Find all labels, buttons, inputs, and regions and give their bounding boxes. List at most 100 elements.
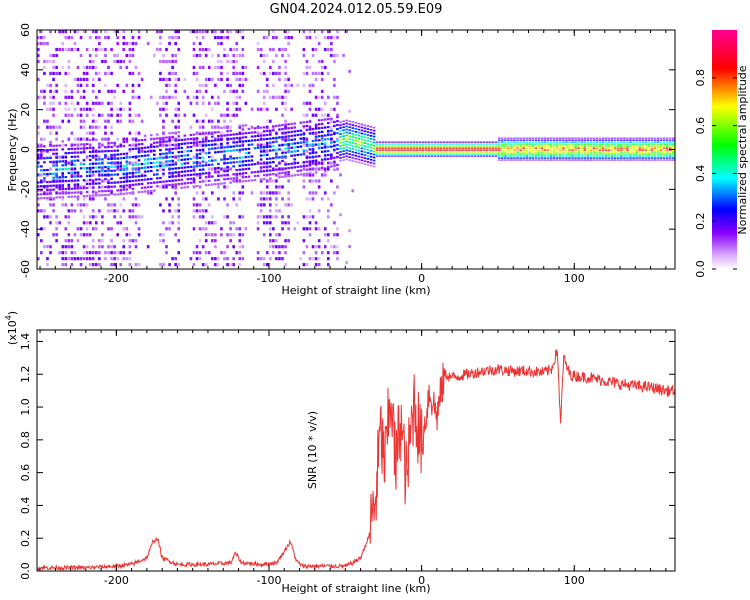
- spectrogram-cell: [308, 172, 312, 175]
- spectrogram-cell: [540, 149, 544, 151]
- spectrogram-cell: [571, 155, 574, 157]
- spectrogram-cell: [217, 125, 220, 129]
- spectrogram-cell: [85, 227, 89, 231]
- spectrogram-cell: [348, 156, 351, 158]
- spectrogram-cell: [586, 153, 590, 155]
- spectrogram-cell: [153, 141, 156, 144]
- spectrogram-cell: [49, 192, 52, 195]
- spectrogram-cell: [49, 215, 52, 219]
- spectrogram-cell: [336, 116, 339, 119]
- spectrogram-cell: [70, 95, 74, 99]
- colorbar: [712, 30, 737, 269]
- spectrogram-cell: [311, 159, 315, 163]
- spectrogram-cell: [275, 185, 278, 189]
- spectrogram-cell: [284, 131, 287, 134]
- spectrogram-cell: [162, 137, 165, 141]
- spectrogram-cell: [583, 157, 587, 159]
- spectrogram-cell: [91, 125, 95, 129]
- spectrogram-cell: [198, 164, 202, 167]
- spectrogram-cell: [113, 143, 116, 147]
- spectrogram-cell: [61, 140, 65, 143]
- spectrogram-cell: [128, 263, 132, 267]
- spectrogram-cell: [119, 157, 123, 160]
- spectrogram-cell: [394, 145, 397, 147]
- spectrogram-cell: [241, 128, 245, 131]
- spectrogram-cell: [516, 159, 519, 161]
- spectrogram-cell: [226, 138, 229, 141]
- spectrogram-cell: [95, 263, 98, 267]
- spectrogram-cell: [98, 101, 101, 105]
- spectrogram-cell: [641, 149, 645, 151]
- spectrogram-cell: [540, 141, 544, 143]
- spectrogram-cell: [314, 139, 318, 142]
- top-x-tick-label: -200: [104, 272, 129, 285]
- spectrogram-cell: [64, 164, 68, 167]
- spectrogram-cell: [327, 131, 330, 135]
- spectrogram-cell: [607, 157, 611, 159]
- spectrogram-cell: [91, 47, 95, 52]
- spectrogram-cell: [168, 221, 171, 225]
- spectrogram-cell: [513, 141, 516, 143]
- spectrogram-cell: [244, 101, 248, 105]
- spectrogram-cell: [104, 185, 107, 189]
- spectrogram-cell: [214, 167, 217, 170]
- spectrogram-cell: [272, 215, 275, 219]
- spectrogram-cell: [52, 203, 55, 207]
- spectrogram-cell: [223, 154, 226, 157]
- spectrogram-cell: [278, 136, 281, 139]
- spectrogram-cell: [165, 164, 168, 167]
- spectrogram-cell: [549, 149, 553, 151]
- spectrogram-cell: [366, 143, 370, 145]
- spectrogram-cell: [501, 141, 504, 143]
- spectrogram-cell: [165, 156, 168, 159]
- spectrogram-cell: [595, 145, 599, 147]
- spectrogram-cell: [391, 151, 394, 153]
- spectrogram-cell: [165, 107, 168, 111]
- spectrogram-cell: [345, 261, 348, 265]
- spectrogram-cell: [323, 113, 327, 117]
- spectrogram-cell: [592, 153, 596, 155]
- spectrogram-cell: [265, 143, 269, 147]
- spectrogram-cell: [229, 30, 232, 34]
- spectrogram-cell: [162, 107, 165, 111]
- spectrogram-cell: [55, 239, 58, 243]
- spectrogram-cell: [259, 47, 263, 52]
- spectrogram-cell: [327, 215, 330, 219]
- spectrogram-cell: [287, 139, 290, 142]
- spectrogram-cell: [635, 139, 638, 141]
- spectrogram-cell: [241, 180, 245, 183]
- spectrogram-cell: [265, 149, 269, 153]
- spectrogram-cell: [125, 192, 129, 195]
- spectrogram-cell: [73, 77, 77, 81]
- spectrogram-cell: [589, 145, 593, 147]
- spectrogram-cell: [626, 149, 629, 151]
- spectrogram-cell: [314, 171, 318, 174]
- spectrogram-cell: [110, 209, 113, 213]
- spectrogram-cell: [269, 157, 272, 160]
- spectrogram-cell: [119, 169, 123, 172]
- spectrogram-cell: [583, 151, 587, 153]
- spectrogram-cell: [284, 151, 287, 154]
- spectrogram-cell: [497, 145, 501, 147]
- spectrogram-cell: [412, 141, 416, 143]
- spectrogram-cell: [265, 179, 269, 183]
- spectrogram-cell: [470, 153, 474, 155]
- spectrogram-cell: [317, 123, 321, 126]
- spectrogram-cell: [52, 180, 55, 183]
- spectrogram-cell: [323, 158, 327, 161]
- spectrogram-cell: [192, 141, 196, 144]
- bottom-y-axis-label: SNR (10 * v/v): [306, 411, 319, 489]
- spectrogram-cell: [101, 166, 104, 169]
- spectrogram-cell: [299, 173, 303, 176]
- spectrogram-cell: [67, 35, 71, 40]
- spectrogram-cell: [64, 47, 68, 52]
- spectrogram-cell: [531, 149, 535, 151]
- spectrogram-cell: [275, 245, 278, 249]
- spectrogram-cell: [122, 185, 126, 189]
- spectrogram-cell: [336, 120, 339, 123]
- spectrogram-cell: [256, 227, 260, 231]
- spectrogram-cell: [122, 140, 126, 144]
- spectrogram-cell: [211, 95, 214, 99]
- spectrogram-cell: [110, 189, 113, 192]
- spectrogram-cell: [647, 157, 651, 159]
